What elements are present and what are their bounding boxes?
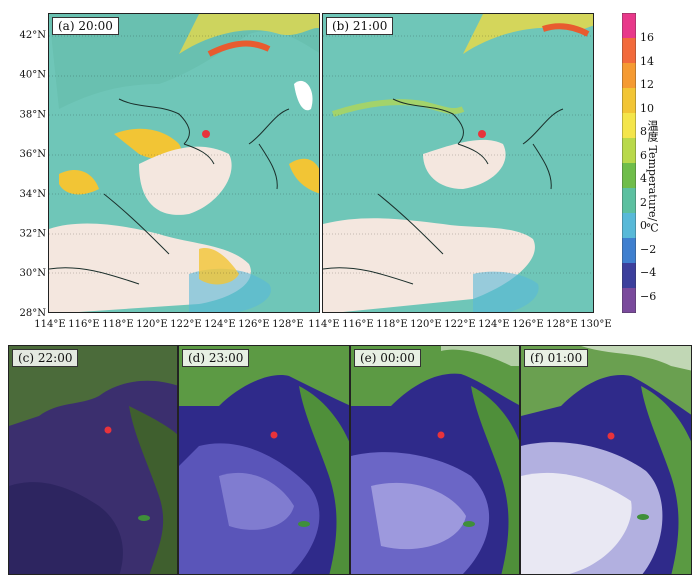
latitude-tick-label: 30°N: [20, 268, 47, 279]
colorbar-segment: [622, 188, 636, 214]
longitude-tick-label: 118°E: [102, 319, 133, 330]
site-marker-c: [104, 426, 112, 434]
colorbar-segment: [622, 288, 636, 313]
latitude-tick-label: 34°N: [20, 189, 47, 200]
longitude-tick-label: 122°E: [444, 319, 475, 330]
colorbar-segment: [622, 113, 636, 139]
longitude-tick-label: 116°E: [342, 319, 373, 330]
satellite-e-canvas: [351, 346, 519, 574]
colorbar-tick-label: 8: [640, 125, 647, 138]
colorbar-tick-label: 16: [640, 31, 654, 44]
colorbar-title: 温度 Temperature/℃: [646, 120, 659, 235]
satellite-d-canvas: [179, 346, 349, 574]
site-marker-f: [607, 432, 615, 440]
colorbar-tick-label: 2: [640, 195, 647, 209]
colorbar-tick-label: −6: [640, 289, 657, 303]
longitude-tick-label: 114°E: [308, 319, 339, 330]
latitude-tick-label: 40°N: [20, 70, 47, 81]
colorbar-segment: [622, 213, 636, 239]
site-marker-e: [437, 431, 445, 439]
panel-label-f: (f) 01:00: [524, 349, 589, 367]
satellite-panel-c: (c) 22:00: [8, 345, 178, 575]
panel-label-e: (e) 00:00: [354, 349, 421, 367]
latitude-tick-label: 32°N: [20, 229, 47, 240]
satellite-f-canvas: [521, 346, 691, 574]
panel-label-b: (b) 21:00: [326, 17, 394, 35]
longitude-tick-label: 128°E: [546, 319, 577, 330]
colorbar-segment: [622, 13, 636, 39]
satellite-panel-e: (e) 00:00: [350, 345, 520, 575]
satellite-c-canvas: [9, 346, 177, 574]
colorbar-segment: [622, 63, 636, 89]
colorbar-tick-label: −4: [640, 266, 657, 279]
longitude-tick-label: 120°E: [410, 319, 441, 330]
longitude-tick-label: 114°E: [34, 319, 65, 330]
colorbar-tick-label: 0: [640, 219, 647, 232]
latitude-labels: 42°N 40°N 38°N 36°N 34°N 32°N 30°N 28°N: [20, 30, 47, 319]
longitude-tick-label: 130°E: [580, 319, 611, 330]
longitude-tick-label: 124°E: [478, 319, 509, 330]
colorbar-segment: [622, 163, 636, 189]
colorbar-tick-label: 6: [640, 148, 647, 162]
latitude-tick-label: 42°N: [20, 30, 47, 41]
site-marker-a: [202, 130, 210, 138]
colorbar-segment: [622, 88, 636, 114]
panel-label-a: (a) 20:00: [52, 17, 119, 35]
satellite-panel-f: (f) 01:00: [520, 345, 692, 575]
longitude-tick-label: 116°E: [68, 319, 99, 330]
colorbar-segment: [622, 38, 636, 64]
longitude-tick-label: 128°E: [272, 319, 303, 330]
longitude-tick-label: 118°E: [376, 319, 407, 330]
map-panel-a: (a) 20:00: [48, 13, 320, 313]
panel-label-d: (d) 23:00: [182, 349, 250, 367]
latitude-tick-label: 38°N: [20, 109, 47, 120]
map-b-canvas: [323, 14, 593, 312]
colorbar-segment: [622, 263, 636, 289]
panel-label-c: (c) 22:00: [12, 349, 79, 367]
colorbar: [622, 13, 636, 313]
map-a-canvas: [49, 14, 319, 312]
colorbar-tick-label: 10: [640, 101, 654, 115]
longitude-labels: 114°E 116°E 118°E 120°E 122°E 124°E 126°E 128°E…: [34, 319, 611, 330]
axis-labels: 42°N40°N38°N36°N34°N32°N30°N28°N 114°E 11…: [20, 30, 612, 330]
map-panel-b: (b) 21:00: [322, 13, 594, 313]
site-marker-d: [270, 431, 278, 439]
colorbar-segment: [622, 138, 636, 164]
colorbar-tick-label: 12: [640, 78, 654, 91]
colorbar-segment: [622, 238, 636, 264]
colorbar-tick-label: −2: [640, 242, 657, 256]
latitude-tick-label: 36°N: [20, 149, 47, 160]
colorbar-tick-label: 14: [640, 54, 654, 68]
site-marker-b: [478, 130, 486, 138]
latitude-tick-label: 28°N: [20, 308, 47, 319]
longitude-tick-label: 126°E: [512, 319, 543, 330]
longitude-tick-label: 126°E: [238, 319, 269, 330]
satellite-panel-d: (d) 23:00: [178, 345, 350, 575]
longitude-tick-label: 120°E: [136, 319, 167, 330]
longitude-tick-label: 122°E: [170, 319, 201, 330]
longitude-tick-label: 124°E: [204, 319, 235, 330]
colorbar-tick-label: 4: [640, 172, 647, 185]
